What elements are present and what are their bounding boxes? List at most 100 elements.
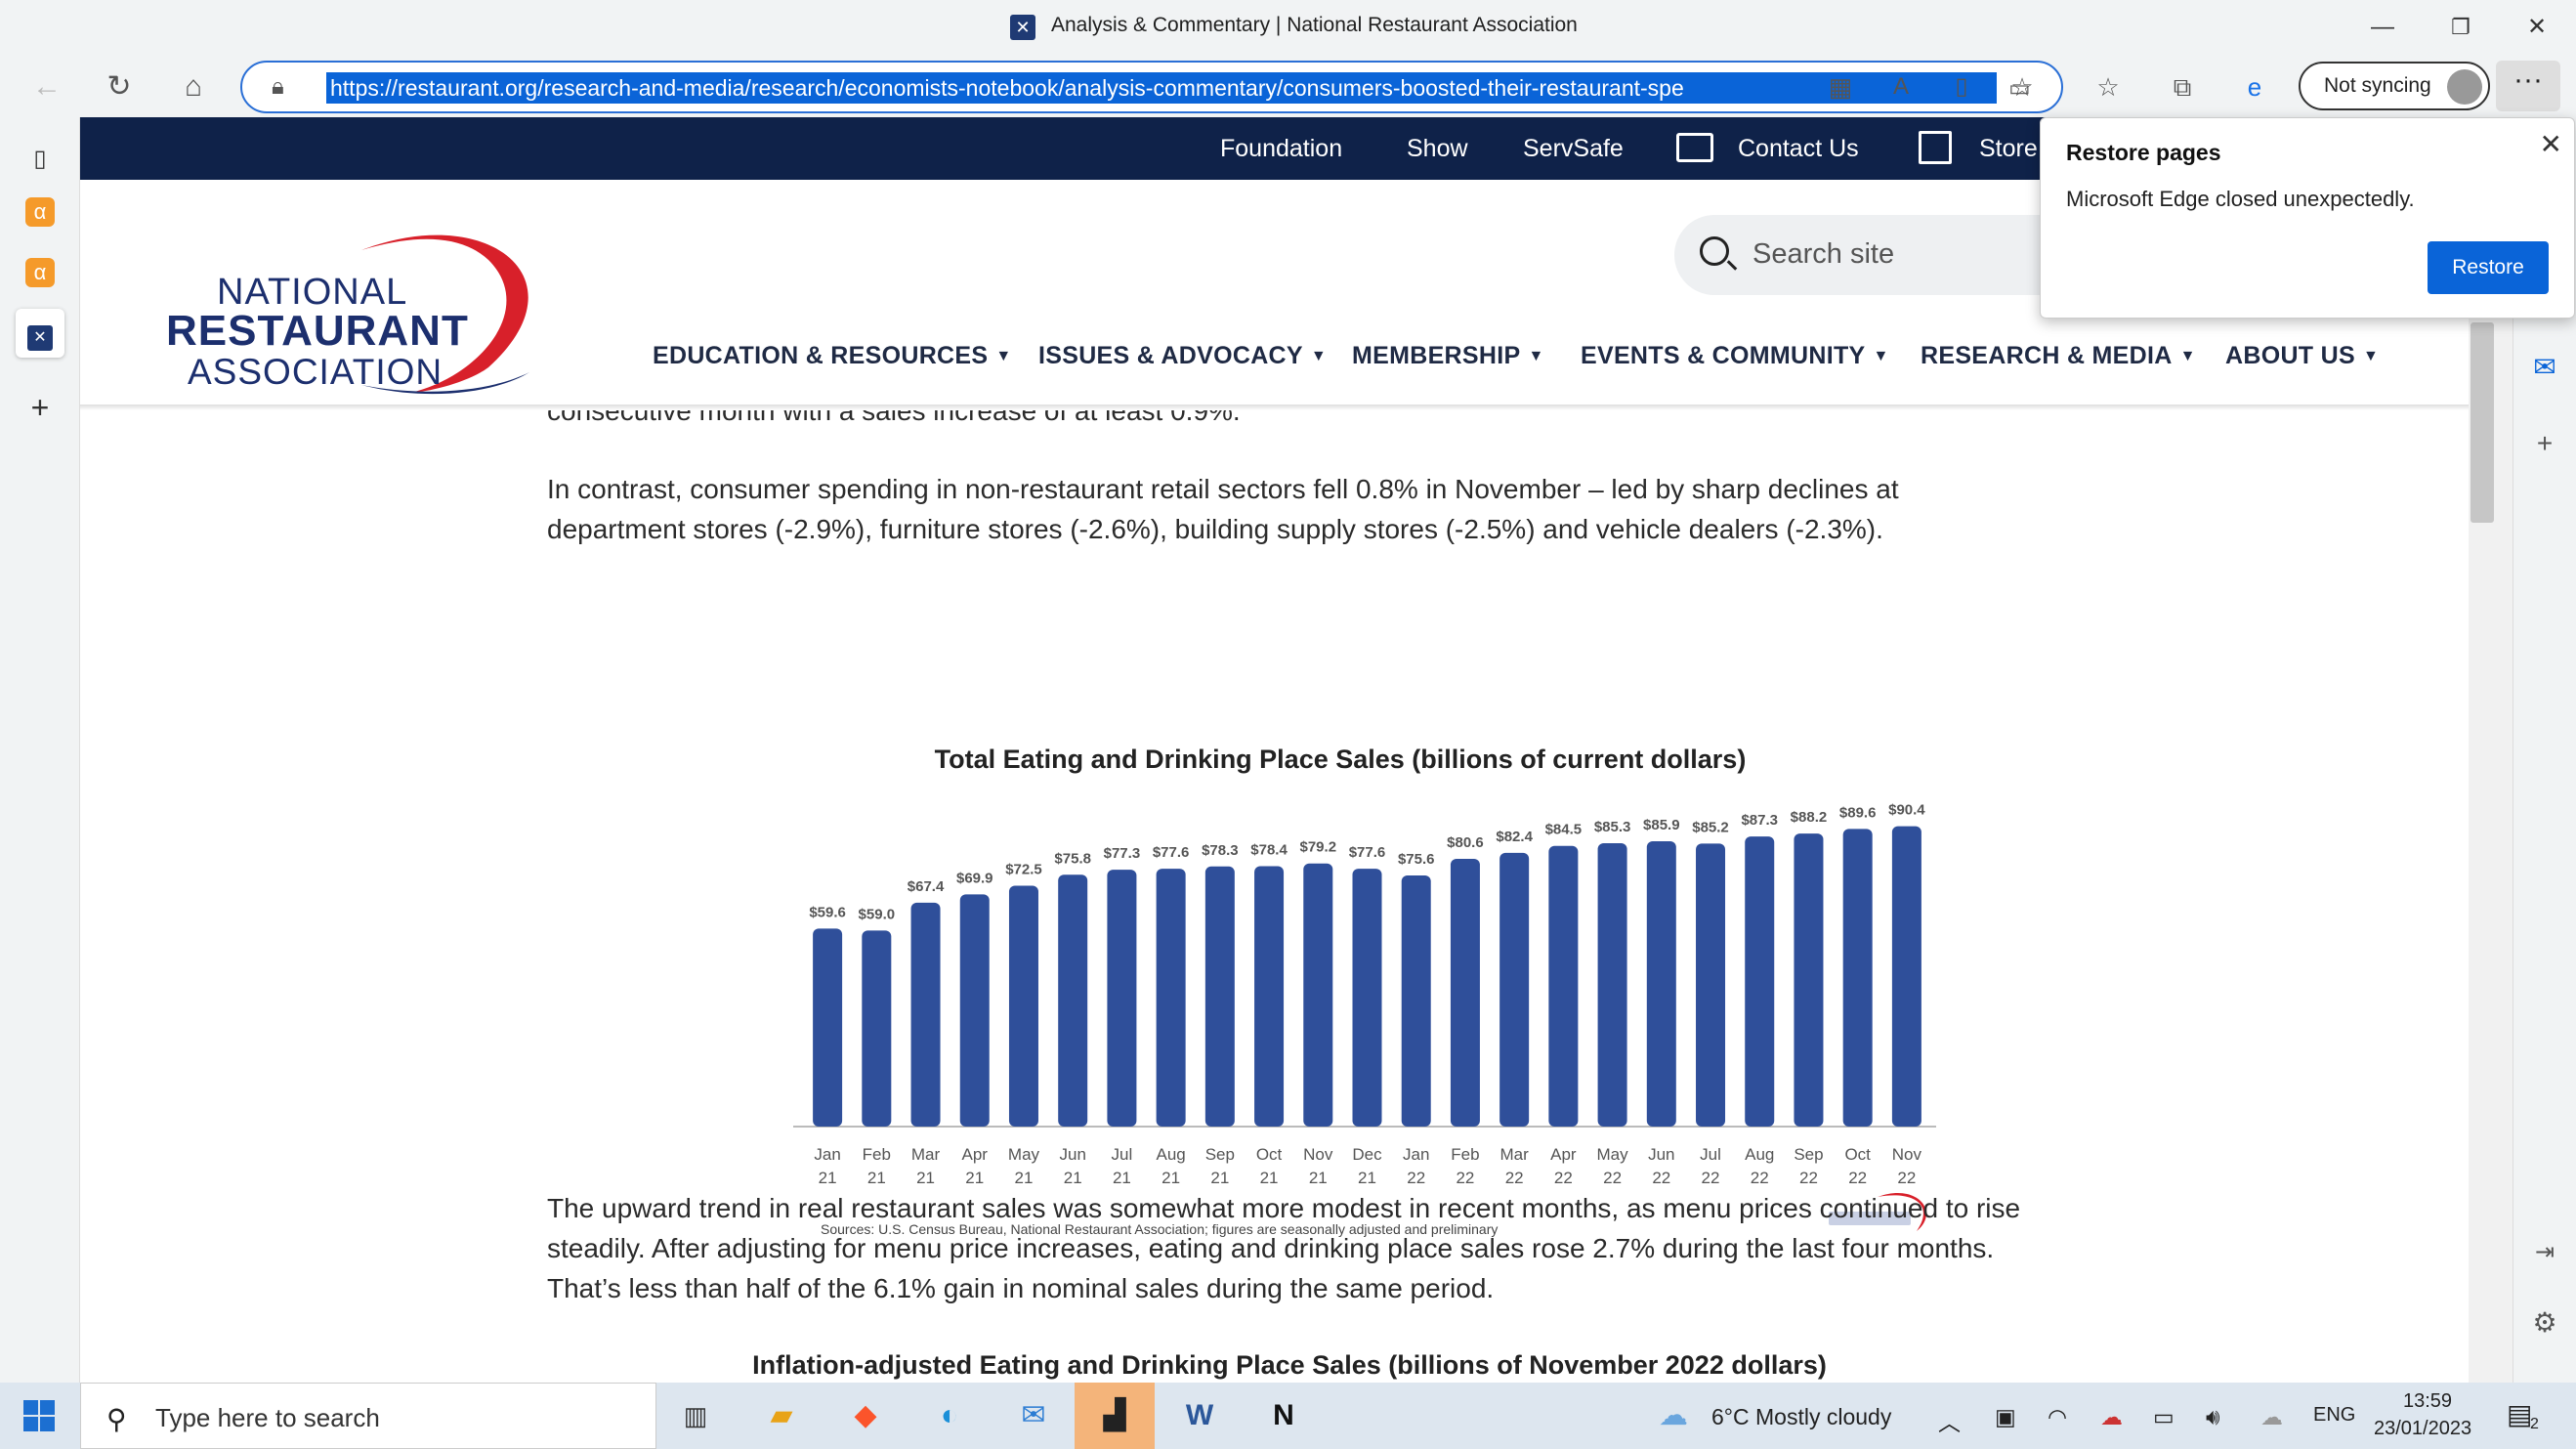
meet-now-icon[interactable]: ▣ — [1995, 1404, 2016, 1429]
volume-icon[interactable]: 🔊︎ — [2206, 1404, 2220, 1429]
add-sidebar-app-icon[interactable]: + — [2536, 428, 2554, 458]
x-tick-year: 21 — [1309, 1169, 1328, 1187]
site-search-input[interactable]: Search site — [1674, 215, 2104, 295]
edge-browser-icon[interactable]: ◐ — [940, 1399, 959, 1431]
edge-bar-icon[interactable]: e — [2247, 72, 2262, 102]
nav-store-link[interactable]: Store — [1979, 135, 2038, 162]
windows-start-icon[interactable] — [23, 1400, 55, 1431]
tab-actions-icon[interactable]: ▯ — [33, 146, 47, 172]
immersive-reader-icon[interactable]: ▯ — [1955, 73, 1968, 100]
x-tick-month: Apr — [962, 1145, 989, 1164]
nav-education-resources[interactable]: EDUCATION & RESOURCES ▼ — [653, 342, 1012, 370]
x-tick-year: 21 — [916, 1169, 935, 1187]
home-icon[interactable]: ⌂ — [184, 70, 203, 103]
weather-cloud-icon[interactable]: ☁ — [1659, 1399, 1688, 1431]
more-options-button[interactable]: ··· — [2496, 61, 2560, 111]
avatar — [2447, 69, 2482, 105]
taskbar-search-input[interactable]: ⚲ Type here to search — [80, 1383, 656, 1449]
x-tick-year: 22 — [1897, 1169, 1916, 1187]
nav-show-link[interactable]: Show — [1407, 135, 1468, 162]
inflation-chart-title: Inflation-adjusted Eating and Drinking P… — [752, 1350, 1827, 1380]
language-indicator[interactable]: ENG — [2313, 1404, 2356, 1426]
x-tick-month: Sep — [1205, 1145, 1235, 1164]
scrollbar-thumb[interactable] — [2470, 322, 2494, 523]
paragraph-retail-decline: In contrast, consumer spending in non-re… — [547, 474, 1899, 544]
caret-down-icon: ▼ — [1873, 348, 1889, 364]
nav-issues-advocacy[interactable]: ISSUES & ADVOCACY ▼ — [1038, 342, 1327, 370]
restore-button[interactable]: Restore — [2428, 241, 2549, 294]
bar-value-label: $67.4 — [908, 878, 945, 895]
alpha-tab-icon[interactable]: α — [25, 197, 55, 227]
mail-app-icon[interactable]: ✉ — [1021, 1399, 1046, 1431]
chart-bar — [1548, 845, 1579, 1127]
weather-text[interactable]: 6°C Mostly cloudy — [1711, 1404, 1892, 1429]
x-tick-month: Dec — [1352, 1145, 1382, 1164]
wifi-icon[interactable]: ◠ — [2048, 1404, 2068, 1429]
lock-icon[interactable]: 🔒︎ — [272, 73, 284, 100]
x-tick-year: 21 — [1210, 1169, 1229, 1187]
word-app-icon[interactable]: W — [1185, 1399, 1214, 1431]
file-explorer-icon[interactable]: ▰ — [770, 1399, 793, 1431]
app-available-icon[interactable]: ▭ — [2008, 75, 2031, 102]
nav-foundation-link[interactable]: Foundation — [1220, 135, 1343, 162]
chart-bar — [1842, 829, 1873, 1127]
favorites-icon[interactable]: ☆ — [2096, 72, 2120, 102]
nav-contact-link[interactable]: Contact Us — [1738, 135, 1859, 162]
popup-title: Restore pages — [2066, 140, 2221, 165]
extensions-icon[interactable]: ▦ — [1828, 72, 1853, 102]
minimize-button[interactable]: — — [2371, 14, 2394, 40]
x-tick-year: 21 — [819, 1169, 837, 1187]
battery-icon[interactable]: ▭ — [2153, 1404, 2175, 1429]
paragraph-partial: consecutive month with a sales increase … — [547, 396, 1241, 426]
notifications-icon[interactable]: ▤ — [2507, 1399, 2533, 1429]
x-tick-year: 21 — [1161, 1169, 1180, 1187]
chart-bar — [862, 930, 892, 1127]
chart-logo-mark-icon — [1829, 1212, 1911, 1225]
refresh-icon[interactable]: ↻ — [106, 70, 132, 103]
popup-close-icon[interactable]: ✕ — [2539, 129, 2562, 159]
header-divider — [80, 405, 2469, 410]
logo-swoosh-icon — [361, 234, 529, 395]
bar-value-label: $77.3 — [1104, 845, 1141, 862]
onedrive-icon[interactable]: ☁ — [2260, 1404, 2283, 1429]
collections-icon[interactable]: ⧉ — [2173, 72, 2192, 102]
logo-line-national: NATIONAL — [217, 272, 408, 313]
read-aloud-icon[interactable]: A — [1892, 73, 1909, 100]
x-tick-year: 22 — [1799, 1169, 1818, 1187]
nav-research-media[interactable]: RESEARCH & MEDIA ▼ — [1921, 342, 2196, 370]
settings-gear-icon[interactable]: ⚙ — [2532, 1307, 2557, 1338]
task-view-icon[interactable]: ▥ — [683, 1401, 708, 1430]
x-tick-year: 22 — [1407, 1169, 1425, 1187]
new-tab-icon[interactable]: + — [30, 390, 50, 425]
onedrive-error-icon[interactable]: ☁ — [2100, 1404, 2123, 1429]
clock-date[interactable]: 23/01/2023 — [2374, 1418, 2472, 1439]
sticky-notes-icon[interactable]: ▟ — [1075, 1383, 1155, 1449]
maximize-button[interactable]: ❐ — [2451, 15, 2470, 39]
hide-sidebar-icon[interactable]: ⇥ — [2534, 1239, 2555, 1265]
url-text[interactable]: https://restaurant.org/research-and-medi… — [326, 72, 1997, 104]
outlook-icon[interactable]: ✉ — [2533, 352, 2556, 382]
address-bar[interactable]: 🔒︎ https://restaurant.org/research-and-m… — [240, 61, 2063, 113]
profile-sync-button[interactable]: Not syncing — [2299, 62, 2490, 110]
back-icon[interactable]: ← — [32, 70, 62, 103]
close-window-button[interactable]: ✕ — [2526, 14, 2548, 40]
nav-events-community[interactable]: EVENTS & COMMUNITY ▼ — [1581, 342, 1889, 370]
clock-time[interactable]: 13:59 — [2403, 1390, 2453, 1412]
add-favorite-icon[interactable]: ☆ — [2010, 72, 2034, 102]
notion-app-icon[interactable]: N — [1273, 1399, 1294, 1431]
chart-bar — [1794, 833, 1824, 1127]
nav-servsafe-link[interactable]: ServSafe — [1523, 135, 1624, 162]
show-hidden-icons-icon[interactable]: ︿ — [1938, 1410, 1961, 1435]
main-nav: EDUCATION & RESOURCES ▼ ISSUES & ADVOCACY… — [80, 342, 2469, 397]
nra-logo[interactable]: NATIONAL RESTAURANT ASSOCIATION — [166, 211, 635, 397]
bar-value-label: $82.4 — [1496, 829, 1533, 845]
active-tab-icon[interactable]: ✕ — [16, 309, 64, 358]
chart-bar — [1597, 842, 1627, 1127]
x-tick-month: Apr — [1550, 1145, 1577, 1164]
nav-membership[interactable]: MEMBERSHIP ▼ — [1352, 342, 1544, 370]
x-tick-month: Jan — [814, 1145, 840, 1164]
alpha-tab-icon[interactable]: α — [25, 258, 55, 287]
nav-about-us[interactable]: ABOUT US ▼ — [2225, 342, 2379, 370]
brave-browser-icon[interactable]: ◆ — [854, 1399, 877, 1431]
nav-label: ISSUES & ADVOCACY — [1038, 342, 1303, 369]
